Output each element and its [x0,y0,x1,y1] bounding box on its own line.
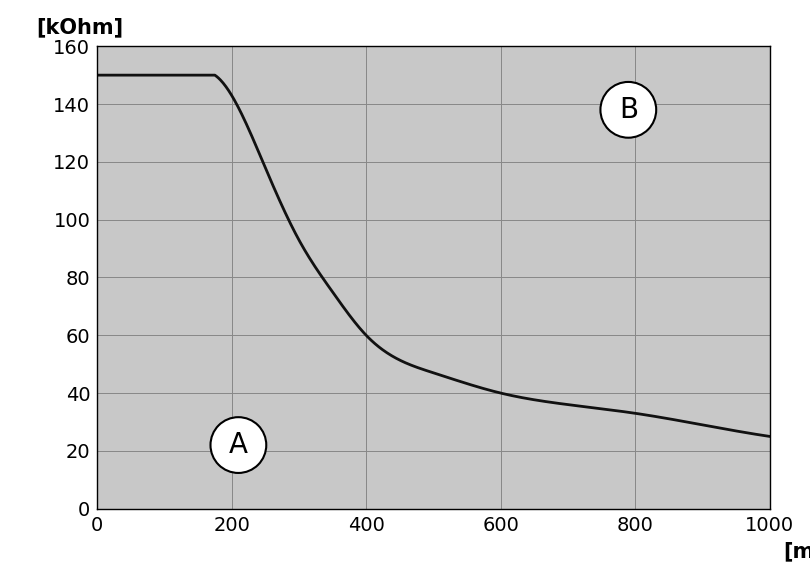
Text: [kOhm]: [kOhm] [36,17,124,37]
Text: B: B [619,96,638,124]
Text: A: A [229,431,248,459]
Text: [m]: [m] [783,541,810,561]
